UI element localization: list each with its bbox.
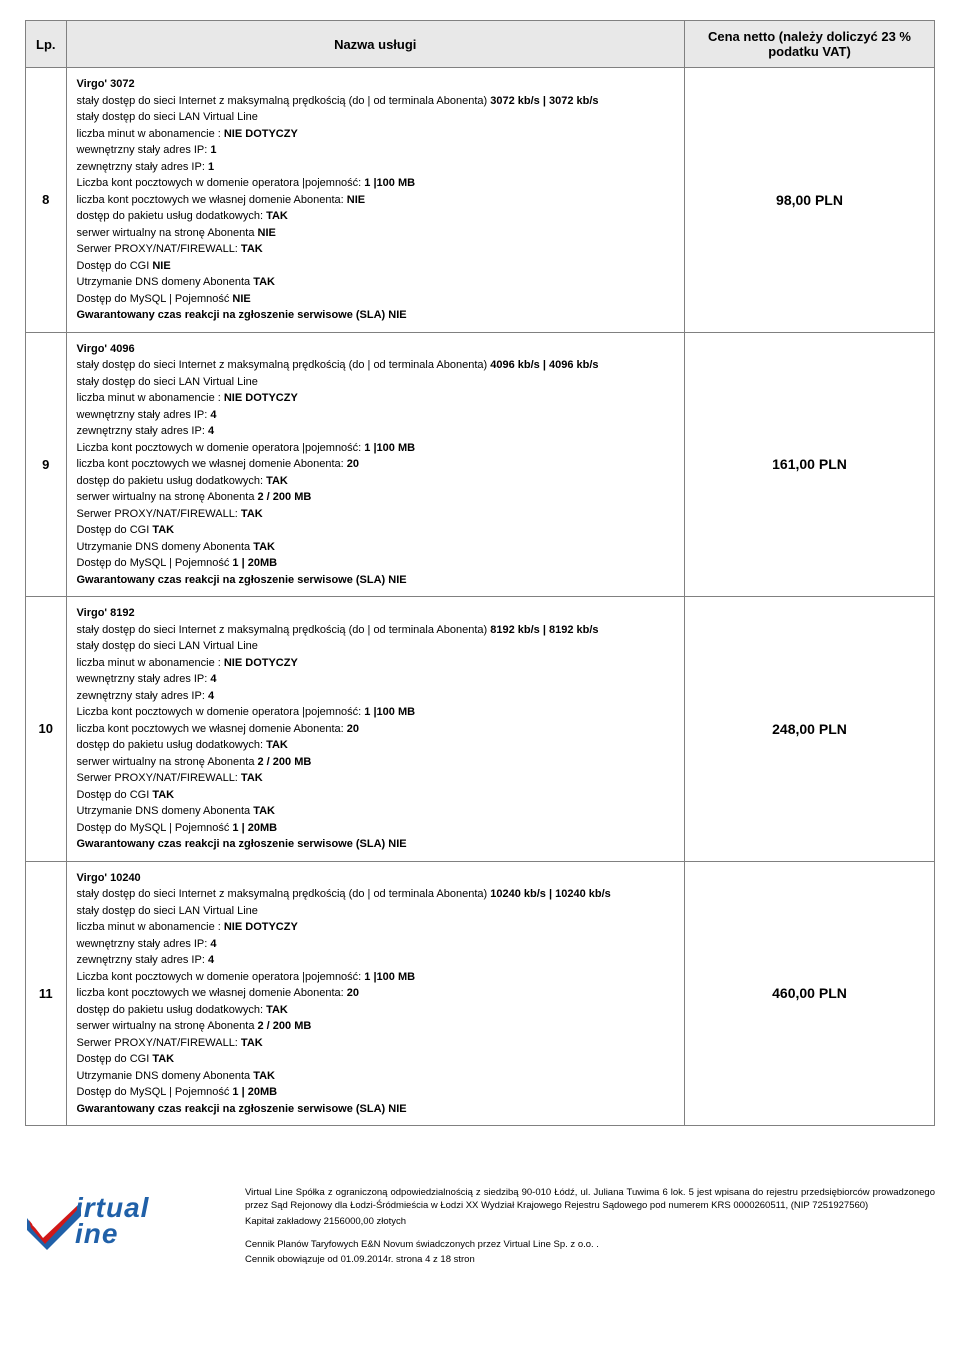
vserver-line: serwer wirtualny na stronę Abonenta 2 / … [77, 1018, 675, 1035]
speed-line: stały dostęp do sieci Internet z maksyma… [77, 886, 675, 903]
lp-cell: 10 [26, 597, 67, 862]
minutes-line: liczba minut w abonamencie : NIE DOTYCZY [77, 126, 675, 143]
service-title: Virgo' 3072 [77, 76, 675, 93]
minutes-line: liczba minut w abonamencie : NIE DOTYCZY [77, 390, 675, 407]
header-name: Nazwa usługi [66, 21, 685, 68]
price-cell: 161,00 PLN [685, 332, 935, 597]
table-header: Lp. Nazwa usługi Cena netto (należy doli… [26, 21, 935, 68]
logo-container: irtual ine [25, 1186, 225, 1250]
footer: irtual ine Virtual Line Spółka z ogranic… [25, 1186, 935, 1268]
footer-company-info: Virtual Line Spółka z ograniczoną odpowi… [245, 1186, 935, 1213]
sla-line: Gwarantowany czas reakcji na zgłoszenie … [77, 836, 675, 853]
mysql-line: Dostęp do MySQL | Pojemność 1 | 20MB [77, 555, 675, 572]
ip-out-line: zewnętrzny stały adres IP: 1 [77, 159, 675, 176]
mailboxes-line: Liczba kont pocztowych w domenie operato… [77, 175, 675, 192]
sla-line: Gwarantowany czas reakcji na zgłoszenie … [77, 572, 675, 589]
lan-line: stały dostęp do sieci LAN Virtual Line [77, 638, 675, 655]
dns-line: Utrzymanie DNS domeny Abonenta TAK [77, 803, 675, 820]
price-cell: 98,00 PLN [685, 68, 935, 333]
pkg-line: dostęp do pakietu usług dodatkowych: TAK [77, 208, 675, 225]
price-cell: 248,00 PLN [685, 597, 935, 862]
table-row: 8Virgo' 3072stały dostęp do sieci Intern… [26, 68, 935, 333]
sla-line: Gwarantowany czas reakcji na zgłoszenie … [77, 307, 675, 324]
service-title: Virgo' 10240 [77, 870, 675, 887]
header-price: Cena netto (należy doliczyć 23 % podatku… [685, 21, 935, 68]
page-container: Lp. Nazwa usługi Cena netto (należy doli… [0, 0, 960, 1288]
footer-legal-text: Virtual Line Spółka z ograniczoną odpowi… [245, 1186, 935, 1268]
lan-line: stały dostęp do sieci LAN Virtual Line [77, 109, 675, 126]
speed-line: stały dostęp do sieci Internet z maksyma… [77, 93, 675, 110]
cgi-line: Dostęp do CGI TAK [77, 787, 675, 804]
speed-line: stały dostęp do sieci Internet z maksyma… [77, 357, 675, 374]
description-cell: Virgo' 4096stały dostęp do sieci Interne… [66, 332, 685, 597]
minutes-line: liczba minut w abonamencie : NIE DOTYCZY [77, 919, 675, 936]
pricing-table: Lp. Nazwa usługi Cena netto (należy doli… [25, 20, 935, 1126]
mailboxes-line: Liczba kont pocztowych w domenie operato… [77, 969, 675, 986]
lan-line: stały dostęp do sieci LAN Virtual Line [77, 903, 675, 920]
dns-line: Utrzymanie DNS domeny Abonenta TAK [77, 1068, 675, 1085]
ip-in-line: wewnętrzny stały adres IP: 4 [77, 671, 675, 688]
lp-cell: 8 [26, 68, 67, 333]
logo-text: irtual ine [75, 1192, 149, 1250]
footer-capital: Kapitał zakładowy 2156000,00 złotych [245, 1215, 935, 1228]
service-title: Virgo' 4096 [77, 341, 675, 358]
own-domain-line: liczba kont pocztowych we własnej domeni… [77, 985, 675, 1002]
sla-line: Gwarantowany czas reakcji na zgłoszenie … [77, 1101, 675, 1118]
vserver-line: serwer wirtualny na stronę Abonenta 2 / … [77, 489, 675, 506]
description-cell: Virgo' 3072stały dostęp do sieci Interne… [66, 68, 685, 333]
header-lp: Lp. [26, 21, 67, 68]
table-row: 9Virgo' 4096stały dostęp do sieci Intern… [26, 332, 935, 597]
vserver-line: serwer wirtualny na stronę Abonenta NIE [77, 225, 675, 242]
lp-cell: 9 [26, 332, 67, 597]
mailboxes-line: Liczba kont pocztowych w domenie operato… [77, 704, 675, 721]
ip-in-line: wewnętrzny stały adres IP: 4 [77, 936, 675, 953]
dns-line: Utrzymanie DNS domeny Abonenta TAK [77, 539, 675, 556]
cgi-line: Dostęp do CGI TAK [77, 1051, 675, 1068]
table-row: 11Virgo' 10240stały dostęp do sieci Inte… [26, 861, 935, 1126]
lan-line: stały dostęp do sieci LAN Virtual Line [77, 374, 675, 391]
mysql-line: Dostęp do MySQL | Pojemność 1 | 20MB [77, 1084, 675, 1101]
lp-cell: 11 [26, 861, 67, 1126]
vserver-line: serwer wirtualny na stronę Abonenta 2 / … [77, 754, 675, 771]
mailboxes-line: Liczba kont pocztowych w domenie operato… [77, 440, 675, 457]
description-cell: Virgo' 8192stały dostęp do sieci Interne… [66, 597, 685, 862]
cgi-line: Dostęp do CGI TAK [77, 522, 675, 539]
service-title: Virgo' 8192 [77, 605, 675, 622]
dns-line: Utrzymanie DNS domeny Abonenta TAK [77, 274, 675, 291]
mysql-line: Dostęp do MySQL | Pojemność NIE [77, 291, 675, 308]
footer-page-info: Cennik obowiązuje od 01.09.2014r. strona… [245, 1253, 935, 1266]
pkg-line: dostęp do pakietu usług dodatkowych: TAK [77, 1002, 675, 1019]
own-domain-line: liczba kont pocztowych we własnej domeni… [77, 192, 675, 209]
proxy-line: Serwer PROXY/NAT/FIREWALL: TAK [77, 241, 675, 258]
ip-in-line: wewnętrzny stały adres IP: 4 [77, 407, 675, 424]
proxy-line: Serwer PROXY/NAT/FIREWALL: TAK [77, 1035, 675, 1052]
proxy-line: Serwer PROXY/NAT/FIREWALL: TAK [77, 506, 675, 523]
table-row: 10Virgo' 8192stały dostęp do sieci Inter… [26, 597, 935, 862]
table-body: 8Virgo' 3072stały dostęp do sieci Intern… [26, 68, 935, 1126]
pkg-line: dostęp do pakietu usług dodatkowych: TAK [77, 737, 675, 754]
description-cell: Virgo' 10240stały dostęp do sieci Intern… [66, 861, 685, 1126]
mysql-line: Dostęp do MySQL | Pojemność 1 | 20MB [77, 820, 675, 837]
virtual-line-logo: irtual ine [25, 1190, 215, 1250]
minutes-line: liczba minut w abonamencie : NIE DOTYCZY [77, 655, 675, 672]
pkg-line: dostęp do pakietu usług dodatkowych: TAK [77, 473, 675, 490]
ip-in-line: wewnętrzny stały adres IP: 1 [77, 142, 675, 159]
speed-line: stały dostęp do sieci Internet z maksyma… [77, 622, 675, 639]
ip-out-line: zewnętrzny stały adres IP: 4 [77, 688, 675, 705]
proxy-line: Serwer PROXY/NAT/FIREWALL: TAK [77, 770, 675, 787]
ip-out-line: zewnętrzny stały adres IP: 4 [77, 423, 675, 440]
price-cell: 460,00 PLN [685, 861, 935, 1126]
footer-pricelist-title: Cennik Planów Taryfowych E&N Novum świad… [245, 1238, 935, 1251]
cgi-line: Dostęp do CGI NIE [77, 258, 675, 275]
own-domain-line: liczba kont pocztowych we własnej domeni… [77, 456, 675, 473]
ip-out-line: zewnętrzny stały adres IP: 4 [77, 952, 675, 969]
own-domain-line: liczba kont pocztowych we własnej domeni… [77, 721, 675, 738]
